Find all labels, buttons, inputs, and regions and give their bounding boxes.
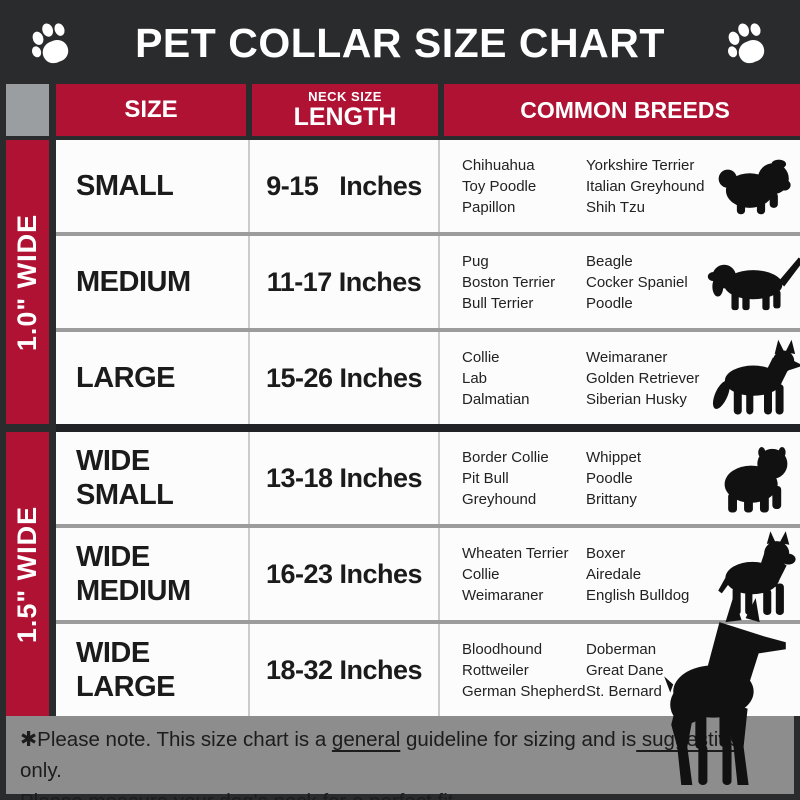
width-band-1-5-inch: 1.5" WIDE (6, 432, 49, 716)
table-row-wide-large: WIDE LARGE 18-32 Inches Bloodhound Rottw… (56, 624, 800, 716)
breeds-cell: Wheaten Terrier Collie Weimaraner Boxer … (440, 528, 800, 620)
table-row-small: SMALL 9-15 Inches Chihuahua Toy Poodle P… (56, 140, 800, 232)
table-row-wide-medium: WIDE MEDIUM 16-23 Inches Wheaten Terrier… (56, 528, 800, 620)
width-sidebar: 1.0" WIDE 1.5" WIDE (6, 84, 49, 716)
size-cell: WIDE SMALL (56, 432, 250, 524)
length-value: 13-18 Inches (265, 462, 423, 493)
length-label: LENGTH (293, 103, 397, 132)
size-label: LARGE (76, 361, 176, 394)
breeds-list: Chihuahua Toy Poodle Papillon (462, 156, 537, 216)
shih-tzu-icon (706, 154, 800, 218)
length-value: 9-15 Inches (266, 170, 422, 201)
breeds-list: Bloodhound Rottweiler German Shepherd (462, 640, 586, 700)
size-cell: WIDE MEDIUM (56, 528, 250, 620)
breeds-cell: Chihuahua Toy Poodle Papillon Yorkshire … (440, 140, 800, 232)
german-shepherd-icon (706, 338, 800, 418)
title-bar: PET COLLAR SIZE CHART (6, 6, 794, 80)
length-value: 16-23 Inches (265, 558, 423, 589)
size-cell: WIDE LARGE (56, 624, 250, 716)
breeds-list: Weimaraner Golden Retriever Siberian Hus… (586, 348, 700, 408)
breeds-list: Collie Lab Dalmatian (462, 348, 530, 408)
size-cell: LARGE (56, 332, 250, 424)
breeds-cell: Pug Boston Terrier Bull Terrier Beagle C… (440, 236, 800, 328)
breeds-list: Boxer Airedale English Bulldog (586, 544, 690, 604)
table-row-large: LARGE 15-26 Inches Collie Lab Dalmatian … (56, 332, 800, 424)
column-header-size: SIZE (56, 84, 246, 136)
column-header-common-breeds: COMMON BREEDS (444, 84, 800, 136)
breeds-cell: Collie Lab Dalmatian Weimaraner Golden R… (440, 332, 800, 424)
table-row-wide-small: WIDE SMALL 13-18 Inches Border Collie Pi… (56, 432, 800, 524)
breeds-list: Beagle Cocker Spaniel Poodle (586, 252, 688, 312)
breeds-list: Border Collie Pit Bull Greyhound (462, 448, 549, 508)
row-divider (56, 328, 800, 332)
width-band-label: 1.0" WIDE (12, 213, 42, 351)
breeds-list: Doberman Great Dane St. Bernard (586, 640, 664, 700)
paw-icon (727, 23, 765, 64)
paw-icon (31, 23, 69, 64)
spaniel-icon (706, 250, 800, 314)
breeds-cell: Bloodhound Rottweiler German Shepherd Do… (440, 624, 800, 716)
section-divider (56, 424, 800, 432)
size-cell: MEDIUM (56, 236, 250, 328)
size-label: MEDIUM (76, 265, 191, 298)
length-value: 15-26 Inches (265, 362, 423, 393)
footer-note: ✱Please note. This size chart is a gener… (6, 716, 794, 800)
length-cell: 15-26 Inches (250, 332, 440, 424)
row-divider (56, 232, 800, 236)
size-label: WIDE LARGE (76, 636, 176, 703)
size-chart-table: 1.0" WIDE 1.5" WIDE SIZE NECK SIZE LENGT… (6, 84, 800, 716)
doberman-icon (662, 596, 790, 792)
length-value: 11-17 Inches (266, 266, 422, 297)
length-value: 18-32 Inches (265, 654, 423, 685)
width-band-label: 1.5" WIDE (12, 505, 42, 643)
length-cell: 11-17 Inches (250, 236, 440, 328)
size-label: WIDE SMALL (76, 444, 174, 511)
row-divider (56, 524, 800, 528)
length-cell: 16-23 Inches (250, 528, 440, 620)
length-cell: 13-18 Inches (250, 432, 440, 524)
table-row-medium: MEDIUM 11-17 Inches Pug Boston Terrier B… (56, 236, 800, 328)
size-label: SMALL (76, 169, 174, 202)
breeds-cell: Border Collie Pit Bull Greyhound Whippet… (440, 432, 800, 524)
length-cell: 9-15 Inches (250, 140, 440, 232)
footer-line-2: Please measure your dog's neck for a per… (20, 787, 780, 800)
pit-bull-icon (706, 531, 800, 617)
row-divider (56, 620, 800, 624)
neck-size-label: NECK SIZE (308, 88, 382, 104)
footer-line-1: ✱Please note. This size chart is a gener… (20, 728, 740, 782)
breeds-list: Wheaten Terrier Collie Weimaraner (462, 544, 569, 604)
width-band-1-inch: 1.0" WIDE (6, 140, 49, 424)
length-cell: 18-32 Inches (250, 624, 440, 716)
breeds-list: Yorkshire Terrier Italian Greyhound Shih… (586, 156, 705, 216)
column-header-row: SIZE NECK SIZE LENGTH COMMON BREEDS (56, 84, 800, 136)
column-header-neck-size: NECK SIZE LENGTH (252, 84, 438, 136)
size-label: WIDE MEDIUM (76, 540, 191, 607)
corner-spacer (6, 84, 49, 136)
page-title: PET COLLAR SIZE CHART (135, 19, 665, 66)
breeds-list: Whippet Poodle Brittany (586, 448, 642, 508)
breeds-list: Pug Boston Terrier Bull Terrier (462, 252, 556, 312)
bulldog-icon (706, 441, 800, 515)
size-cell: SMALL (56, 140, 250, 232)
